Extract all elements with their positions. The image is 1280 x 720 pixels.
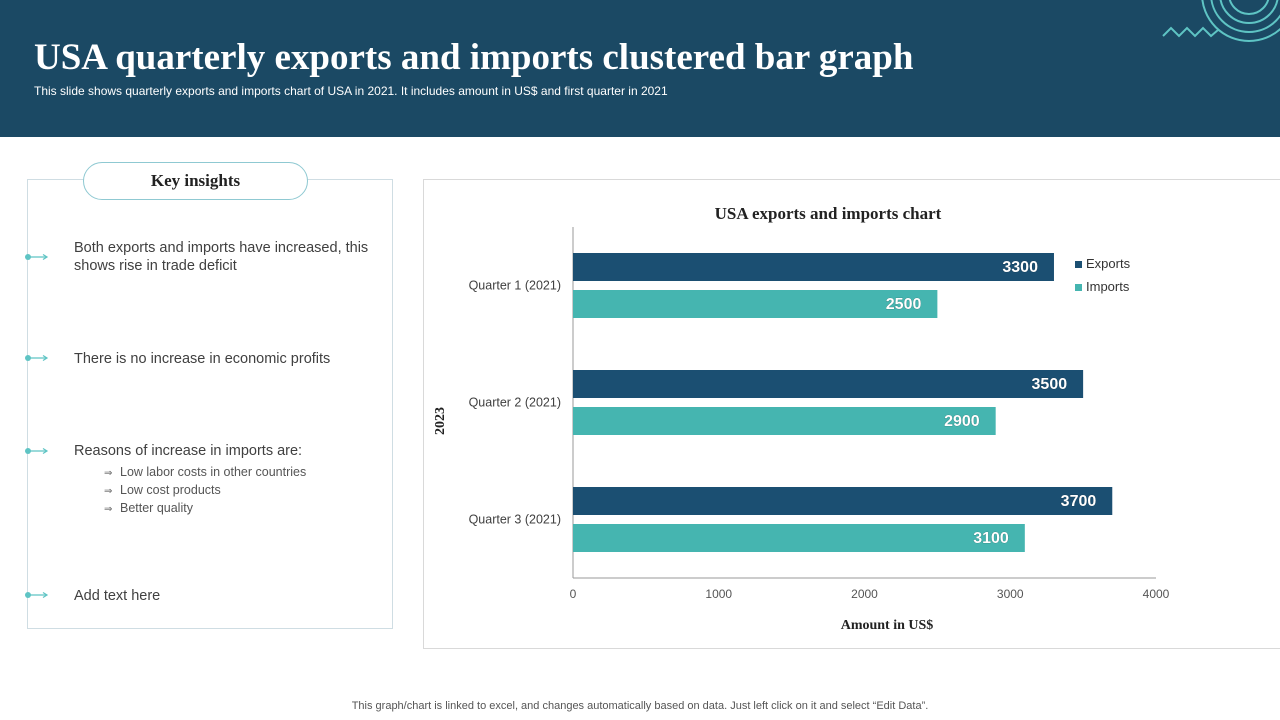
data-label: 3300 [1002, 259, 1038, 276]
x-tick-label: 0 [570, 587, 577, 601]
bullet-arrow-icon [25, 253, 49, 261]
bullet-arrow-icon [25, 591, 49, 599]
category-label: Quarter 1 (2021) [469, 279, 561, 293]
x-tick-label: 3000 [997, 587, 1024, 601]
data-label: 2900 [944, 413, 980, 430]
sub-item-text: Low labor costs in other countries [120, 465, 307, 479]
data-label: 3500 [1032, 376, 1068, 393]
legend-label: Exports [1086, 256, 1131, 271]
bar-exports [573, 253, 1054, 281]
x-axis-label: Amount in US$ [841, 618, 934, 633]
data-label: 2500 [886, 296, 922, 313]
legend-swatch-exports [1075, 261, 1082, 268]
reasons-sub-list: ⇒ Low labor costs in other countries ⇒ Low… [104, 464, 306, 518]
x-tick-label: 4000 [1143, 587, 1170, 601]
sub-item-text: Better quality [120, 501, 193, 515]
y-axis-label: 2023 [433, 407, 448, 435]
sub-list-item: ⇒ Low cost products [104, 482, 306, 500]
data-label: 3700 [1061, 493, 1097, 510]
concentric-circles-icon [1162, 0, 1280, 42]
insight-item-4: Add text here [74, 588, 161, 604]
chart-title: USA exports and imports chart [715, 204, 942, 223]
sub-list-item: ⇒ Better quality [104, 500, 306, 518]
double-arrow-icon: ⇒ [104, 504, 113, 515]
bar-imports [573, 524, 1025, 552]
bullet-arrow-icon [25, 447, 49, 455]
insight-item-3: Reasons of increase in imports are: [74, 443, 303, 459]
insight-item-1: Both exports and imports have increased,… [74, 240, 369, 274]
category-label: Quarter 3 (2021) [469, 513, 561, 527]
sub-item-text: Low cost products [120, 483, 221, 497]
data-label: 3100 [973, 530, 1009, 547]
insights-heading: Key insights [83, 162, 308, 200]
insight-item-2: There is no increase in economic profits [74, 351, 331, 367]
double-arrow-icon: ⇒ [104, 486, 113, 497]
footer-note: This graph/chart is linked to excel, and… [351, 700, 929, 712]
bar-imports [573, 407, 996, 435]
header-banner: USA quarterly exports and imports cluste… [0, 0, 1280, 137]
chart-frame [423, 179, 1280, 649]
x-tick-label: 1000 [705, 587, 732, 601]
page-subtitle: This slide shows quarterly exports and i… [34, 84, 668, 98]
bullet-arrow-icon [25, 354, 49, 362]
legend-label: Imports [1086, 279, 1130, 294]
bar-exports [573, 370, 1084, 398]
bar-imports [573, 290, 938, 318]
bar-exports [573, 487, 1113, 515]
sub-list-item: ⇒ Low labor costs in other countries [104, 464, 306, 482]
bar-chart[interactable]: USA exports and imports chart Amount in … [423, 179, 1280, 649]
page-title: USA quarterly exports and imports cluste… [34, 37, 914, 78]
double-arrow-icon: ⇒ [104, 468, 113, 479]
x-tick-label: 2000 [851, 587, 878, 601]
category-label: Quarter 2 (2021) [469, 396, 561, 410]
legend-swatch-imports [1075, 284, 1082, 291]
